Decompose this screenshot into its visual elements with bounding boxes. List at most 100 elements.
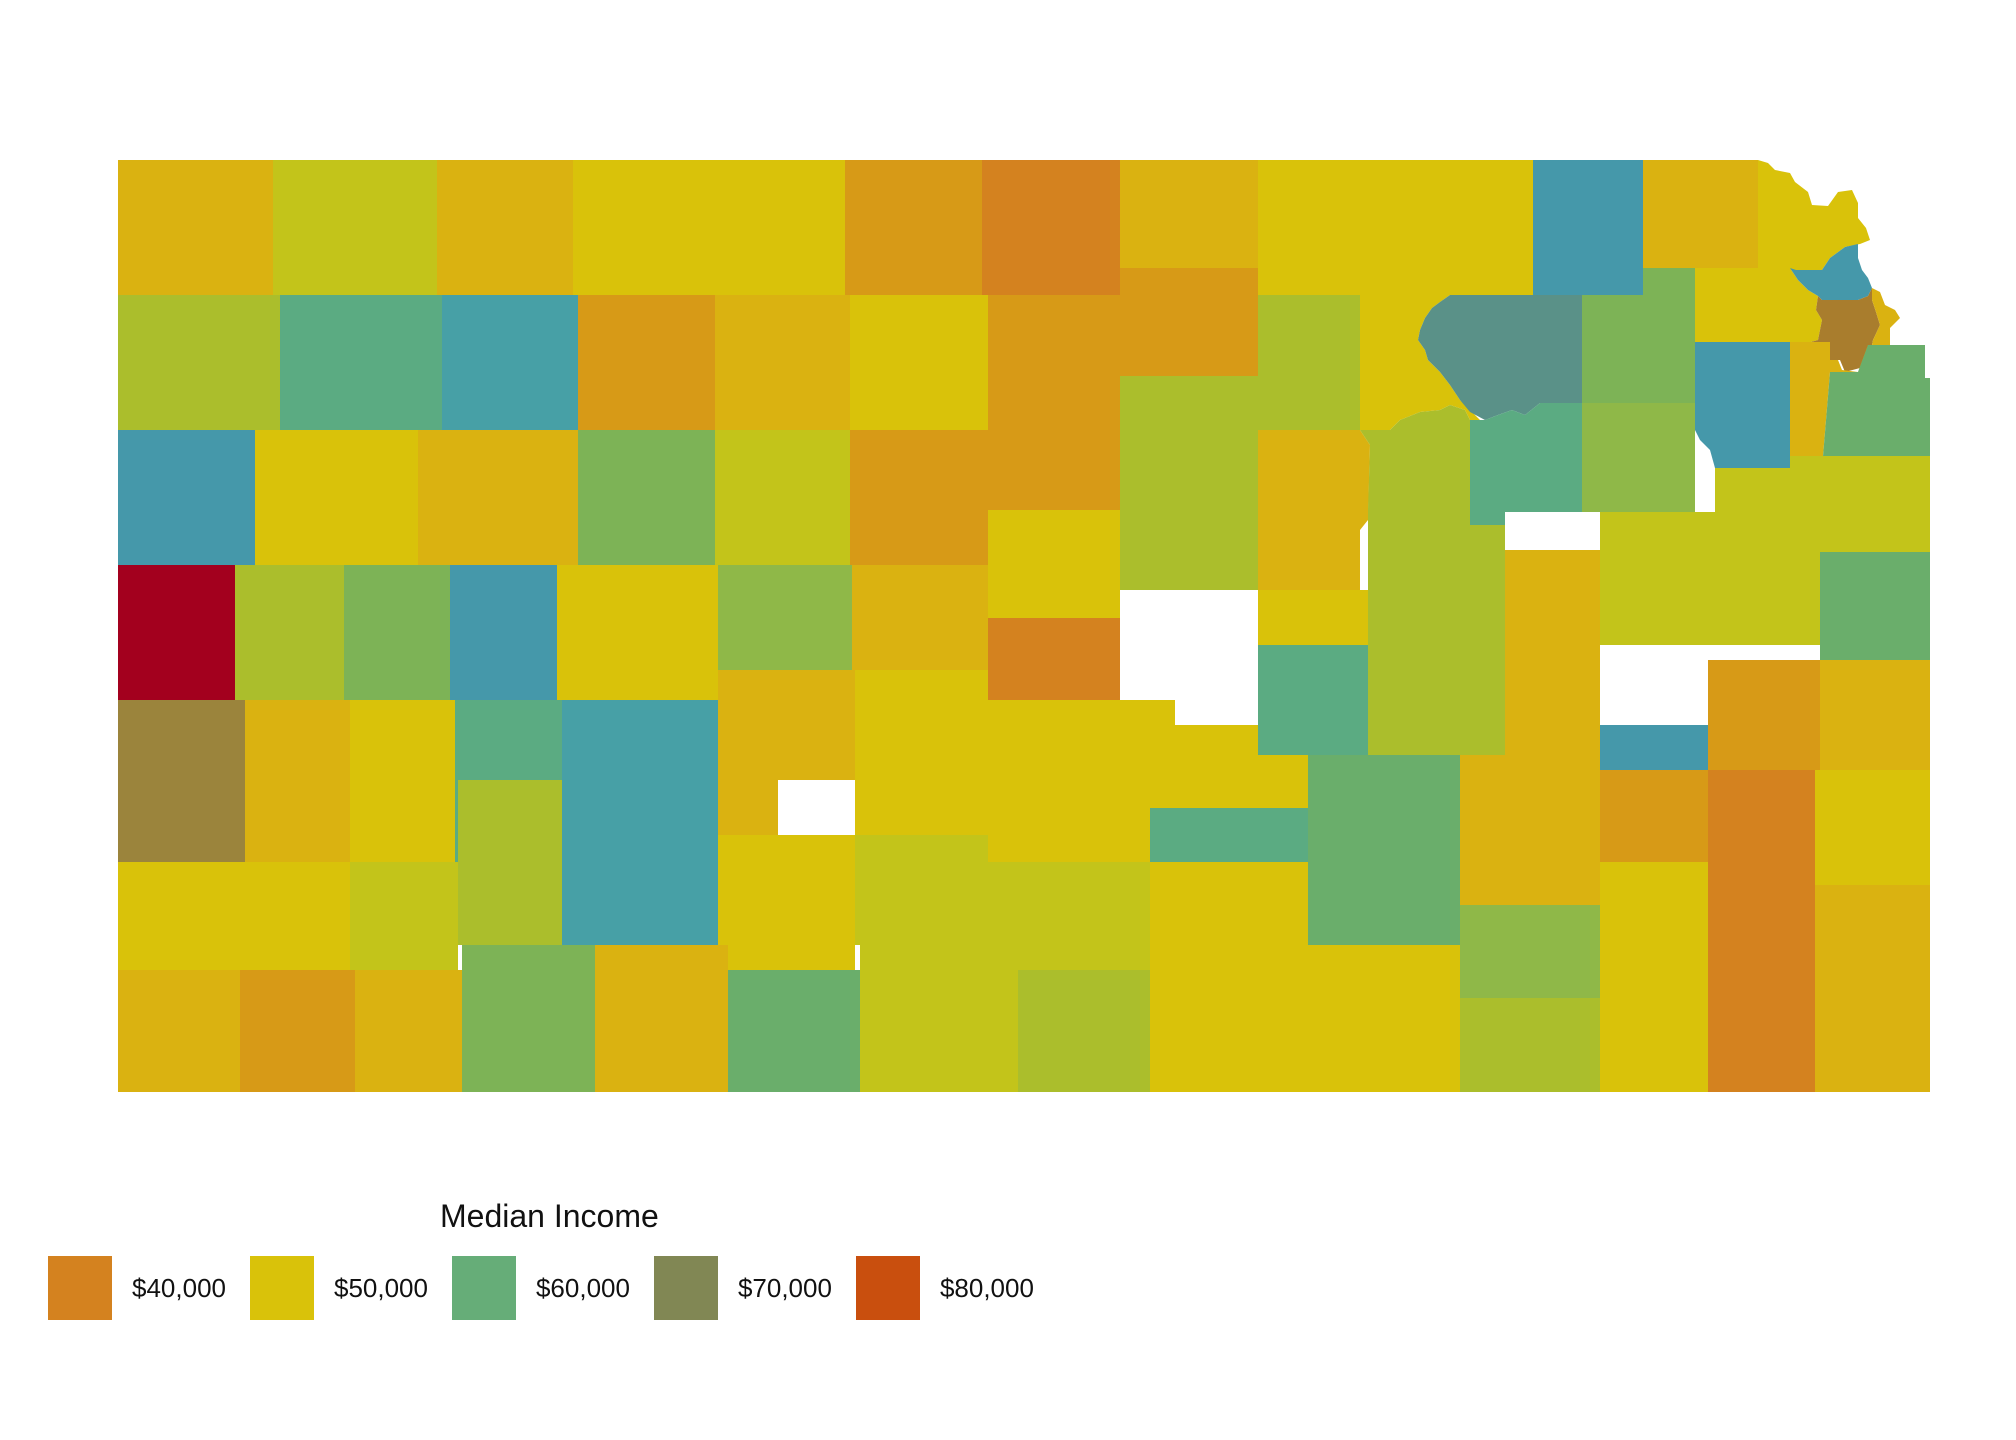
county-region (988, 618, 1120, 700)
legend-title: Median Income (440, 1198, 659, 1234)
county-region (1395, 160, 1533, 295)
county-region (1308, 945, 1460, 1092)
county-region (118, 700, 245, 862)
county-region (562, 808, 718, 945)
county-region (118, 430, 255, 565)
county-region (1120, 268, 1258, 376)
county-region (1258, 160, 1395, 295)
county-region (855, 835, 988, 945)
county-region (1815, 885, 1930, 1092)
county-region (462, 945, 595, 1092)
county-region (1695, 268, 1822, 345)
legend: Median Income $40,000 $50,000 $60,000 $7… (48, 1198, 1148, 1338)
county-region (1120, 483, 1258, 590)
county-region (455, 700, 562, 780)
county-region (988, 403, 1120, 510)
county-region (1600, 512, 1708, 645)
county-region (235, 565, 344, 700)
county-region (350, 700, 455, 862)
county-region (1368, 618, 1505, 755)
county-region (718, 565, 852, 670)
county-region (1600, 862, 1708, 970)
county-region (1600, 970, 1708, 1092)
county-region (1708, 770, 1815, 970)
legend-label: $60,000 (535, 1272, 630, 1303)
legend-swatch (451, 1256, 516, 1320)
county-region (1790, 345, 1930, 468)
county-region (860, 945, 1018, 1092)
legend-swatch (249, 1256, 314, 1320)
county-region (350, 862, 458, 970)
county-region (1533, 160, 1643, 295)
county-region (255, 430, 418, 565)
county-region (718, 835, 855, 970)
county-region (245, 862, 350, 970)
legend-label: $40,000 (132, 1272, 226, 1303)
county-region (1120, 376, 1258, 483)
county-region (855, 670, 988, 835)
county-region (1360, 405, 1470, 510)
county-region (118, 862, 245, 970)
county-region (1600, 770, 1708, 862)
county-region (1820, 660, 1930, 770)
county-region (118, 295, 280, 430)
county-region (718, 670, 855, 862)
county-region (1258, 645, 1368, 755)
county-region (280, 295, 442, 430)
county-region (344, 565, 450, 700)
county-region (715, 430, 850, 565)
legend-swatch (653, 1256, 718, 1320)
legend-item-60000: $60,000 (451, 1256, 630, 1320)
county-region (850, 430, 988, 565)
county-region (1150, 945, 1308, 1092)
county-region (1368, 445, 1505, 618)
county-region (1258, 590, 1368, 645)
county-region (1470, 403, 1582, 525)
county-region (1582, 403, 1695, 512)
county-region (355, 970, 462, 1092)
county-region (578, 430, 715, 565)
county-region (245, 700, 350, 862)
county-region (1418, 295, 1582, 420)
county-region (595, 945, 728, 1092)
county-region (1258, 295, 1360, 430)
county-region (1758, 160, 1870, 270)
county-region (1460, 998, 1600, 1092)
county-region (1505, 550, 1600, 725)
county-region (273, 160, 437, 295)
county-region (1308, 755, 1460, 945)
county-region (450, 565, 557, 700)
legend-item-70000: $70,000 (653, 1256, 832, 1320)
legend-label: $80,000 (939, 1272, 1034, 1303)
county-region (1460, 725, 1600, 905)
legend-items: $40,000 $50,000 $60,000 $70,000 $80,000 (48, 1256, 1058, 1320)
legend-item-40000: $40,000 (48, 1256, 226, 1320)
legend-swatch (855, 1256, 920, 1320)
county-region (1360, 295, 1480, 430)
county-region (715, 295, 850, 430)
county-region (557, 565, 718, 700)
county-region (118, 565, 235, 700)
county-region (1790, 288, 1900, 468)
county-region (1695, 342, 1790, 468)
county-region (1820, 552, 1930, 660)
county-region (982, 160, 1120, 295)
county-region (418, 430, 578, 565)
county-region (1600, 725, 1708, 770)
county-region (1120, 160, 1258, 268)
county-region (578, 295, 715, 430)
legend-swatch (48, 1256, 112, 1320)
legend-item-50000: $50,000 (249, 1256, 428, 1320)
county-region (1815, 770, 1930, 885)
county-region (1582, 268, 1695, 403)
county-region (1708, 970, 1815, 1092)
county-region (240, 970, 355, 1092)
county-region (1150, 862, 1308, 945)
county-region (988, 510, 1120, 618)
county-region (562, 700, 718, 808)
county-region (118, 160, 273, 295)
county-region (988, 295, 1120, 403)
county-region (458, 780, 562, 945)
county-region (852, 565, 988, 700)
county-region (1643, 160, 1758, 268)
